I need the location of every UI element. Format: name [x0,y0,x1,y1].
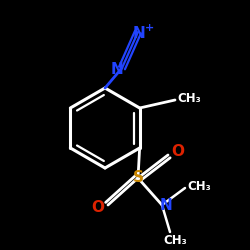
Text: CH₃: CH₃ [187,180,211,192]
Text: O: O [172,144,184,160]
Text: O: O [92,200,104,214]
Text: CH₃: CH₃ [177,92,201,106]
Text: N: N [110,62,124,78]
Text: N: N [160,198,172,214]
Text: N: N [132,26,145,42]
Text: CH₃: CH₃ [163,234,187,248]
Text: S: S [132,170,143,186]
Text: +: + [146,23,154,33]
